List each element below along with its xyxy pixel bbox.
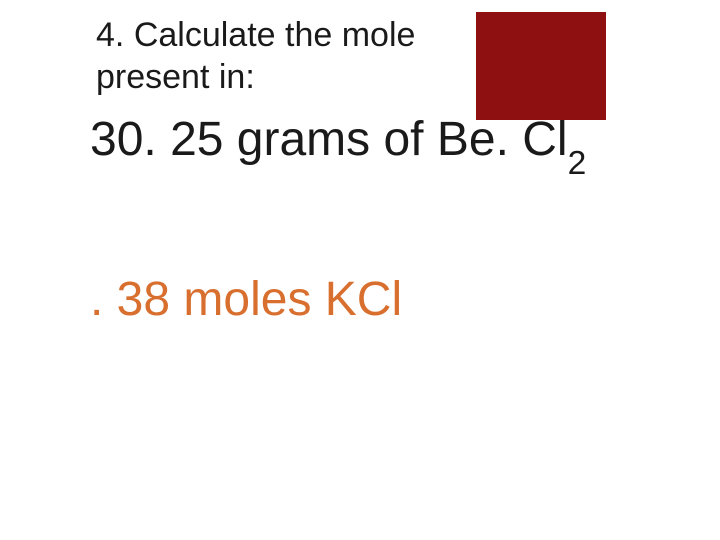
- problem-subscript: 2: [568, 145, 587, 182]
- question-line-1: 4. Calculate the mole: [96, 16, 415, 55]
- problem-statement: 30. 25 grams of Be. Cl2: [90, 112, 586, 175]
- question-line-2: present in:: [96, 58, 255, 97]
- answer-text: . 38 moles KCl: [90, 272, 402, 327]
- question-number-text: 4.: [96, 16, 134, 54]
- decorative-red-box: [476, 12, 606, 120]
- question-line1-text: Calculate the mole: [134, 16, 416, 54]
- problem-mass-text: 30. 25 grams of Be. Cl: [90, 113, 568, 166]
